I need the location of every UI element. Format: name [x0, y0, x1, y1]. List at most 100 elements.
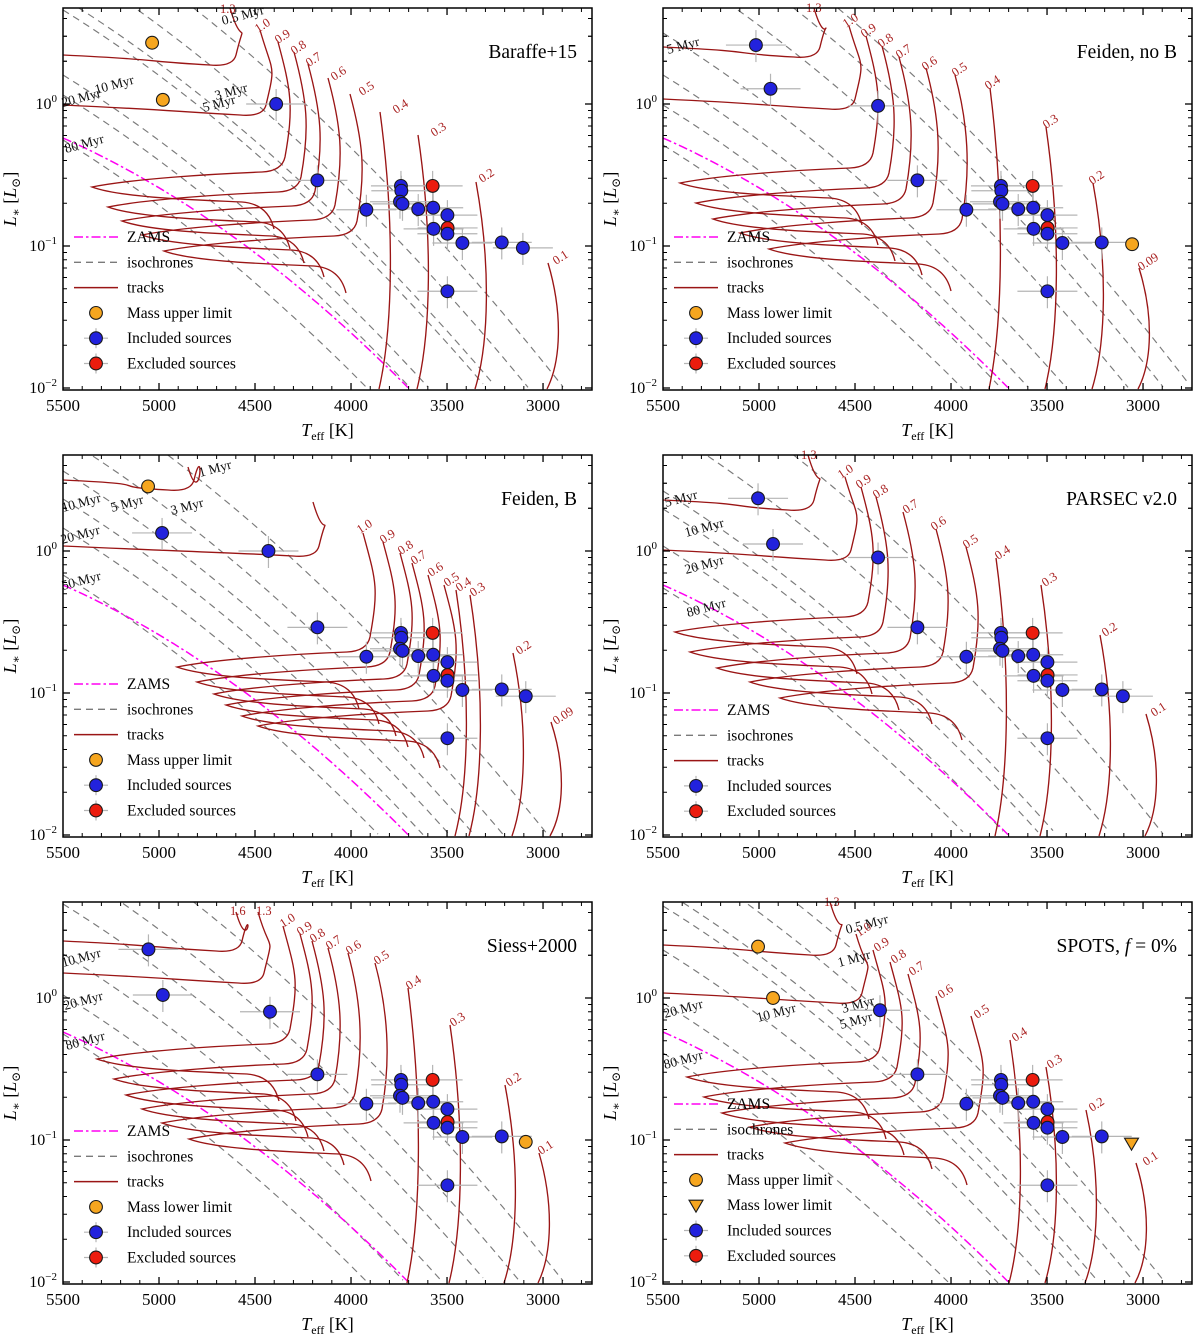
siess2000-curve-labels: 1.6 1.3 1.00.90.80.7 0.6 0.50.40.30.20.110 M…: [60, 904, 556, 1158]
svg-text:4000: 4000: [334, 1290, 368, 1309]
svg-text:Excluded sources: Excluded sources: [127, 803, 236, 820]
svg-text:ZAMS: ZAMS: [727, 1096, 770, 1113]
svg-text:10−2: 10−2: [629, 377, 657, 397]
svg-text:4000: 4000: [934, 396, 968, 415]
svg-text:5000: 5000: [742, 396, 776, 415]
feiden-b-legend: ZAMS isochrones tracks Mass upper limit Incl…: [74, 676, 236, 821]
svg-text:10−1: 10−1: [629, 235, 657, 255]
svg-text:10−1: 10−1: [629, 1129, 657, 1149]
svg-text:Excluded sources: Excluded sources: [727, 803, 836, 820]
svg-text:0.1: 0.1: [550, 247, 571, 267]
siess-plot: 1.6 1.3 1.00.90.80.7 0.6 0.50.40.30.20.110 M…: [0, 901, 593, 1337]
svg-text:5000: 5000: [742, 843, 776, 862]
svg-text:Mass lower limit: Mass lower limit: [727, 305, 833, 322]
svg-text:0.1: 0.1: [535, 1137, 556, 1157]
svg-text:0.9: 0.9: [272, 26, 293, 46]
baraffe15-title: Baraffe+15: [488, 42, 577, 63]
svg-text:4500: 4500: [838, 1290, 872, 1309]
svg-text:0.2: 0.2: [1099, 619, 1120, 639]
svg-text:4000: 4000: [334, 843, 368, 862]
svg-text:5500: 5500: [646, 843, 680, 862]
svg-text:Teff [K]: Teff [K]: [301, 1314, 354, 1337]
svg-text:100: 100: [636, 93, 658, 113]
svg-text:10 Myr: 10 Myr: [60, 490, 103, 515]
svg-text:Mass upper limit: Mass upper limit: [127, 305, 233, 322]
svg-text:0.7: 0.7: [303, 49, 324, 69]
svg-text:Teff [K]: Teff [K]: [901, 867, 954, 890]
svg-text:10−2: 10−2: [29, 824, 57, 844]
svg-text:Mass upper limit: Mass upper limit: [127, 752, 233, 769]
svg-text:0.1: 0.1: [1148, 699, 1169, 719]
svg-text:isochrones: isochrones: [727, 727, 793, 744]
svg-text:L∗ [L⊙]: L∗ [L⊙]: [600, 172, 623, 228]
panel-spots: 1.3 1.0 0.9 0.8 0.7 0.6 0.5 0.4 0.3 0.2 0.1 0.5 Myr…: [600, 894, 1200, 1341]
feiden-b-title: Feiden, B: [501, 489, 577, 510]
feiden-b-data-points: [132, 479, 556, 756]
svg-text:100: 100: [36, 93, 58, 113]
baraffe15-curves: [63, 8, 564, 390]
svg-text:4500: 4500: [238, 396, 272, 415]
svg-text:4000: 4000: [934, 843, 968, 862]
svg-text:0.3: 0.3: [1040, 111, 1061, 131]
svg-text:Included sources: Included sources: [127, 777, 232, 794]
svg-text:100: 100: [36, 987, 58, 1007]
svg-text:isochrones: isochrones: [127, 1148, 193, 1165]
svg-text:Excluded sources: Excluded sources: [127, 1250, 236, 1267]
svg-text:0.5: 0.5: [949, 59, 970, 79]
svg-text:ZAMS: ZAMS: [127, 1123, 170, 1140]
svg-text:4500: 4500: [238, 1290, 272, 1309]
baraffe15-data-points: [145, 35, 553, 309]
svg-text:isochrones: isochrones: [127, 701, 193, 718]
spots-axes: [662, 901, 1193, 1285]
feiden-b-tick-labels: 5500 5000 4500 4000 3500 3000 100 10−1 10−2 Teff …: [0, 540, 560, 890]
svg-text:ZAMS: ZAMS: [727, 229, 770, 246]
svg-text:isochrones: isochrones: [727, 1121, 793, 1138]
svg-text:Teff [K]: Teff [K]: [301, 420, 354, 443]
svg-text:0.1: 0.1: [1140, 1148, 1161, 1168]
svg-text:4000: 4000: [334, 396, 368, 415]
spots-title: SPOTS, f = 0%: [1057, 936, 1177, 957]
svg-text:Mass lower limit: Mass lower limit: [127, 1199, 233, 1216]
svg-text:isochrones: isochrones: [727, 254, 793, 271]
svg-text:5500: 5500: [46, 396, 80, 415]
svg-text:0.5: 0.5: [356, 78, 377, 98]
panel-baraffe15: 1.3 1.0 0.9 0.8 0.7 0.6 0.5 0.4 0.3 0.2 0.1 0.5 Myr…: [0, 0, 600, 447]
feiden-nob-axes: [662, 7, 1193, 391]
svg-text:tracks: tracks: [727, 280, 764, 297]
svg-text:10−1: 10−1: [629, 682, 657, 702]
svg-text:0.2: 0.2: [476, 165, 497, 185]
svg-text:Included sources: Included sources: [127, 330, 232, 347]
feiden-nob-curves: [663, 8, 1189, 390]
svg-text:5000: 5000: [142, 396, 176, 415]
spots-legend: ZAMS isochrones tracks Mass upper limit Mass…: [674, 1096, 836, 1266]
panel-feiden-b: 1.0 0.9 0.8 0.7 0.6 0.5 0.4 0.3 0.2 0.09 1 Myr 3 My…: [0, 447, 600, 894]
svg-text:5500: 5500: [646, 1290, 680, 1309]
svg-text:10−2: 10−2: [629, 824, 657, 844]
svg-text:0.7: 0.7: [906, 958, 927, 978]
panel-parsec: 1.3 1.0 0.9 0.8 0.7 0.6 0.5 0.4 0.3 0.2 0.1 5 Myr 10…: [600, 447, 1200, 894]
svg-text:4500: 4500: [238, 843, 272, 862]
svg-text:3000: 3000: [1126, 1290, 1160, 1309]
svg-text:10 Myr: 10 Myr: [60, 945, 103, 970]
svg-text:0.9: 0.9: [871, 934, 892, 954]
siess2000-tick-labels: 5500 5000 4500 4000 3500 3000 100 10−1 10−2 Teff …: [0, 987, 560, 1337]
svg-text:0.4: 0.4: [992, 542, 1013, 563]
svg-text:0.8: 0.8: [888, 946, 909, 966]
svg-text:3500: 3500: [1030, 843, 1064, 862]
svg-text:Excluded sources: Excluded sources: [127, 356, 236, 373]
svg-text:20 Myr: 20 Myr: [59, 522, 102, 547]
svg-text:ZAMS: ZAMS: [127, 229, 170, 246]
svg-text:0.2: 0.2: [1086, 1094, 1107, 1114]
parsec-legend: ZAMS isochrones tracks Included sources Excl…: [674, 702, 836, 822]
siess2000-axes: [62, 901, 593, 1285]
svg-text:Included sources: Included sources: [127, 1224, 232, 1241]
svg-text:20 Myr: 20 Myr: [662, 996, 705, 1021]
svg-text:3 Myr: 3 Myr: [169, 495, 206, 518]
parsec-curves: [663, 455, 1164, 837]
baraffe15-tick-labels: 5500 5000 4500 4000 3500 3000 100 10−1 10−2 Teff …: [0, 93, 560, 443]
svg-text:tracks: tracks: [727, 1147, 764, 1164]
svg-text:tracks: tracks: [727, 753, 764, 770]
svg-text:0.4: 0.4: [390, 96, 411, 117]
feiden-nob-legend: ZAMS isochrones tracks Mass lower limit Incl…: [674, 229, 836, 374]
